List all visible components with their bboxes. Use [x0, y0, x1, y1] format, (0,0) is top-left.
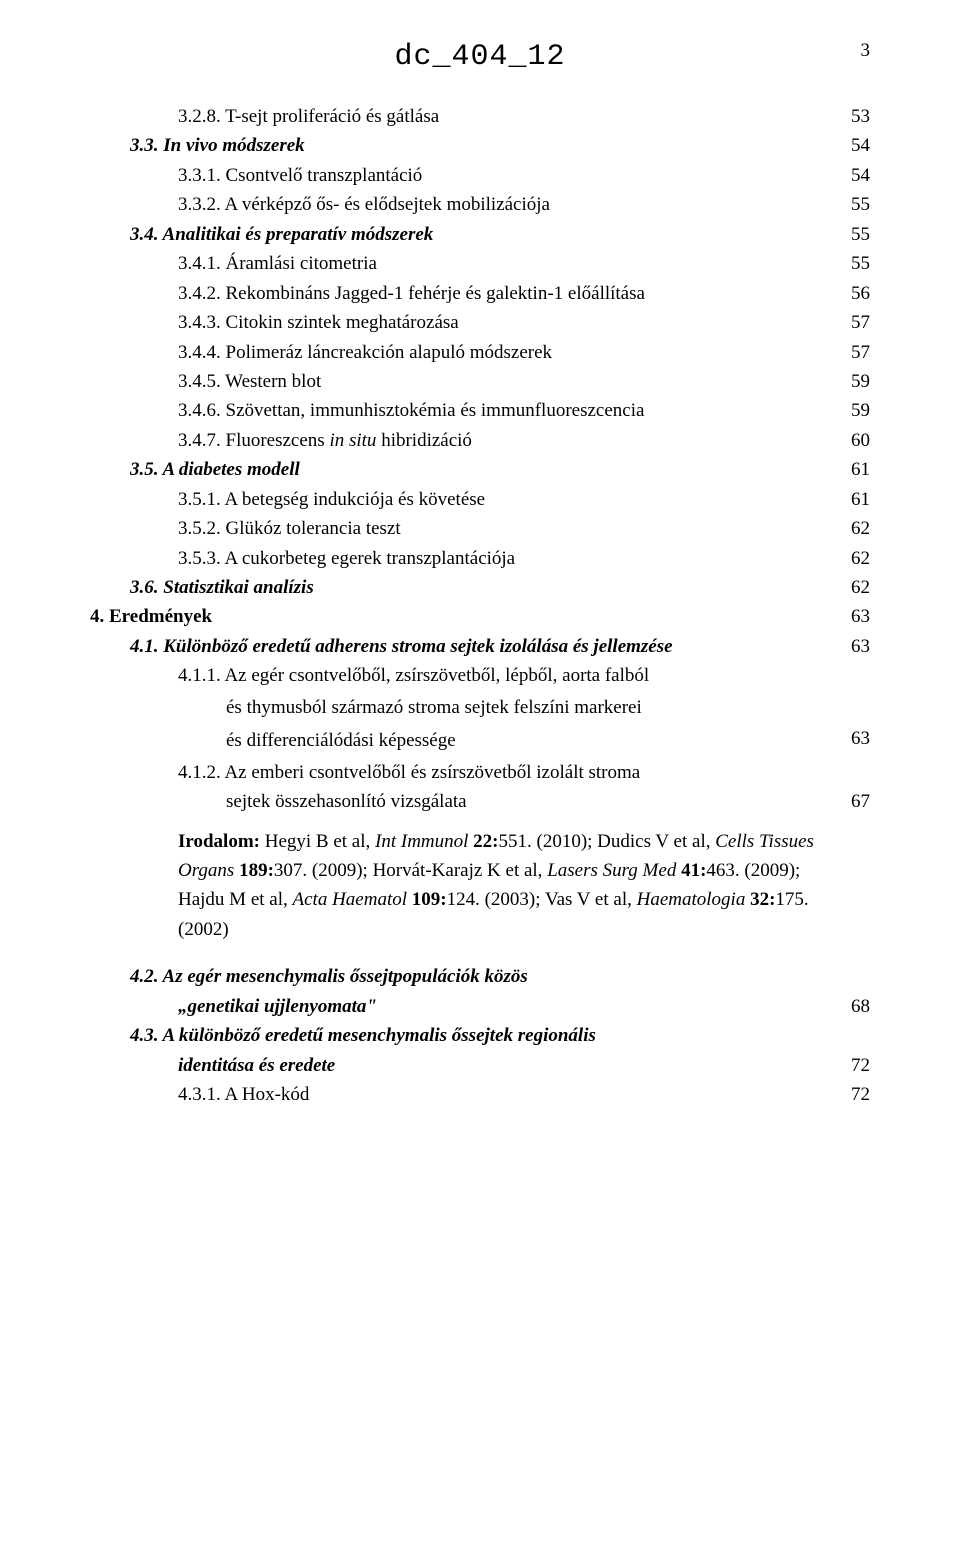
toc-label: 3.5.1. A betegség indukciója és követése	[178, 485, 830, 514]
toc-page: 55	[830, 190, 870, 219]
toc-label: 4.1.1. Az egér csontvelőből, zsírszövetb…	[178, 661, 830, 690]
toc-label: 4.1. Különböző eredetű adherens stroma s…	[130, 632, 830, 661]
toc-row: 3.4.5. Western blot 59	[178, 367, 870, 396]
toc-page: 55	[830, 249, 870, 278]
toc-row: 3.5. A diabetes modell 61	[130, 455, 870, 484]
toc-row: 3.3.2. A vérképző ős- és elődsejtek mobi…	[178, 190, 870, 219]
toc-page: 61	[830, 455, 870, 484]
toc-row: 4.2. Az egér mesenchymalis őssejtpopulác…	[130, 962, 870, 991]
toc-page: 57	[830, 338, 870, 367]
toc-label: 4.3.1. A Hox-kód	[178, 1080, 830, 1109]
toc-row: 3.3. In vivo módszerek 54	[130, 131, 870, 160]
toc-row: 3.5.3. A cukorbeteg egerek transzplantác…	[178, 544, 870, 573]
toc-label: 3.4.6. Szövettan, immunhisztokémia és im…	[178, 396, 830, 425]
toc-body: és thymusból származó stroma sejtek fels…	[226, 693, 870, 722]
toc-page: 67	[830, 787, 870, 816]
toc-row: 3.4.6. Szövettan, immunhisztokémia és im…	[178, 396, 870, 425]
toc-page: 72	[830, 1051, 870, 1080]
toc-page: 62	[830, 514, 870, 543]
toc-row: 3.4.7. Fluoreszcens in situ hibridizáció…	[178, 426, 870, 455]
toc-row: 3.5.1. A betegség indukciója és követése…	[178, 485, 870, 514]
toc-row: 3.4.3. Citokin szintek meghatározása 57	[178, 308, 870, 337]
toc-label: 4.1.2. Az emberi csontvelőből és zsírszö…	[178, 758, 830, 787]
toc-label: 3.4.1. Áramlási citometria	[178, 249, 830, 278]
toc-label: 3.4. Analitikai és preparatív módszerek	[130, 220, 830, 249]
toc-section-heading: 4. Eredmények 63	[90, 602, 870, 631]
toc-row: 4.3. A különböző eredetű mesenchymalis ő…	[130, 1021, 870, 1050]
doc-header: dc_404_12	[90, 40, 870, 74]
toc-body: identitása és eredete	[178, 1051, 830, 1080]
references-block: Irodalom: Hegyi B et al, Int Immunol 22:…	[178, 827, 828, 945]
toc-label: 3.4.2. Rekombináns Jagged-1 fehérje és g…	[178, 279, 830, 308]
toc-label: 3.3.2. A vérképző ős- és elődsejtek mobi…	[178, 190, 830, 219]
toc-label: 3.5. A diabetes modell	[130, 455, 830, 484]
toc-label: 4.2. Az egér mesenchymalis őssejtpopulác…	[130, 962, 830, 991]
toc-label: 3.4.4. Polimeráz láncreakción alapuló mó…	[178, 338, 830, 367]
toc-label: 3.5.3. A cukorbeteg egerek transzplantác…	[178, 544, 830, 573]
toc-label: 3.4.3. Citokin szintek meghatározása	[178, 308, 830, 337]
toc-page: 63	[830, 602, 870, 631]
toc-row: 3.4.1. Áramlási citometria 55	[178, 249, 870, 278]
toc-page: 55	[830, 220, 870, 249]
toc-page: 54	[830, 131, 870, 160]
toc-label: 3.4.5. Western blot	[178, 367, 830, 396]
toc-label: 4. Eredmények	[90, 602, 830, 631]
toc-label: 3.4.7. Fluoreszcens in situ hibridizáció	[178, 426, 830, 455]
toc-row: és differenciálódási képessége 63	[90, 724, 870, 757]
toc-row: 3.3.1. Csontvelő transzplantáció 54	[178, 161, 870, 190]
toc-page: 54	[830, 161, 870, 190]
toc-body: „genetikai ujjlenyomata"	[178, 992, 830, 1021]
page-number: 3	[861, 40, 871, 62]
toc-page: 53	[830, 102, 870, 131]
toc-page: 68	[830, 992, 870, 1021]
toc-row: 4.3.1. A Hox-kód 72	[178, 1080, 870, 1109]
toc-page: 62	[830, 544, 870, 573]
toc-row: 4.1.2. Az emberi csontvelőből és zsírszö…	[178, 758, 870, 787]
toc-row: „genetikai ujjlenyomata" 68	[90, 992, 870, 1021]
toc-row: 3.4.2. Rekombináns Jagged-1 fehérje és g…	[178, 279, 870, 308]
toc-row: 4.1. Különböző eredetű adherens stroma s…	[130, 632, 870, 661]
toc-body: sejtek összehasonlító vizsgálata	[226, 787, 830, 816]
toc-page: 61	[830, 485, 870, 514]
toc-page: 62	[830, 573, 870, 602]
toc-row: 4.1.1. Az egér csontvelőből, zsírszövetb…	[178, 661, 870, 690]
toc-row: identitása és eredete 72	[90, 1051, 870, 1080]
toc-row: 3.4. Analitikai és preparatív módszerek …	[130, 220, 870, 249]
toc-label: 3.6. Statisztikai analízis	[130, 573, 830, 602]
toc-page: 63	[830, 632, 870, 661]
toc-row: sejtek összehasonlító vizsgálata 67	[90, 787, 870, 816]
toc-page: 60	[830, 426, 870, 455]
toc-label: 3.3. In vivo módszerek	[130, 131, 830, 160]
toc-page: 56	[830, 279, 870, 308]
toc-label: 3.3.1. Csontvelő transzplantáció	[178, 161, 830, 190]
toc-row: 3.2.8. T-sejt proliferáció és gátlása 53	[178, 102, 870, 131]
toc-row: 3.6. Statisztikai analízis 62	[130, 573, 870, 602]
toc-label: 3.5.2. Glükóz tolerancia teszt	[178, 514, 830, 543]
toc-page: 59	[830, 367, 870, 396]
toc-body: és differenciálódási képessége	[226, 726, 830, 755]
toc-row: 3.5.2. Glükóz tolerancia teszt 62	[178, 514, 870, 543]
toc-page: 72	[830, 1080, 870, 1109]
table-of-contents: 3.2.8. T-sejt proliferáció és gátlása 53…	[90, 102, 870, 1109]
toc-page: 59	[830, 396, 870, 425]
toc-row: 3.4.4. Polimeráz láncreakción alapuló mó…	[178, 338, 870, 367]
toc-page: 57	[830, 308, 870, 337]
toc-label: 4.3. A különböző eredetű mesenchymalis ő…	[130, 1021, 830, 1050]
toc-page: 63	[830, 724, 870, 753]
toc-label: 3.2.8. T-sejt proliferáció és gátlása	[178, 102, 830, 131]
